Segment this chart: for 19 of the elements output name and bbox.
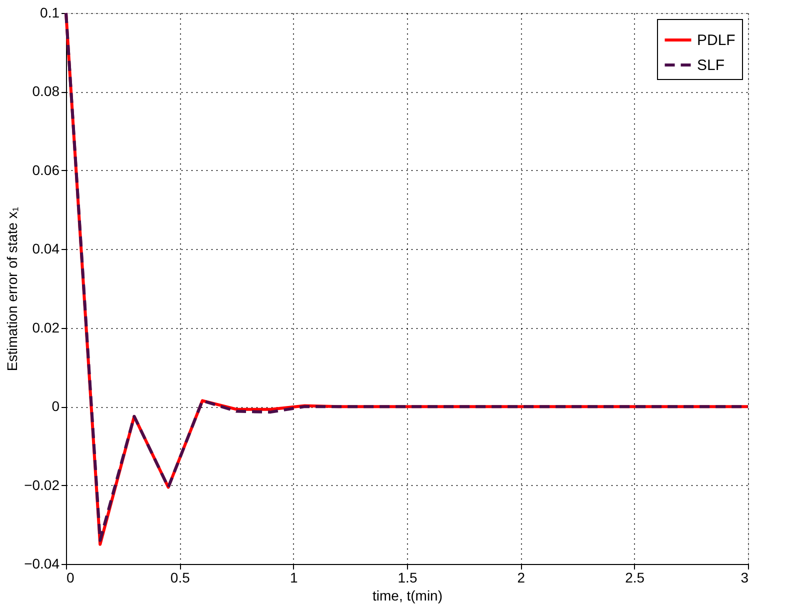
x-tick-label: 1.5 <box>398 570 418 586</box>
y-axis-title: Estimation error of state x₁ <box>4 206 20 372</box>
y-tick-label: 0.08 <box>32 83 60 100</box>
x-tick-label: 2.5 <box>625 570 645 586</box>
y-tick-label: 0.04 <box>32 240 60 257</box>
x-tick-label: 2 <box>517 570 526 586</box>
y-tick-label: 0.02 <box>32 319 60 336</box>
x-tick-label: 3 <box>740 570 749 586</box>
x-tick-label: 1 <box>290 570 298 586</box>
x-tick-label: 0 <box>66 570 74 586</box>
y-tick-label: 0.06 <box>32 162 60 178</box>
y-tick-label: 0.1 <box>40 4 60 20</box>
y-tick-label: 0 <box>52 398 60 414</box>
legend-label: SLF <box>697 57 725 74</box>
x-tick-label: 0.5 <box>170 570 190 586</box>
y-tick-label: −0.04 <box>24 556 60 572</box>
legend-label: PDLF <box>697 32 736 49</box>
y-tick-label: −0.02 <box>24 476 60 493</box>
x-axis-title: time, t(min) <box>372 588 442 604</box>
